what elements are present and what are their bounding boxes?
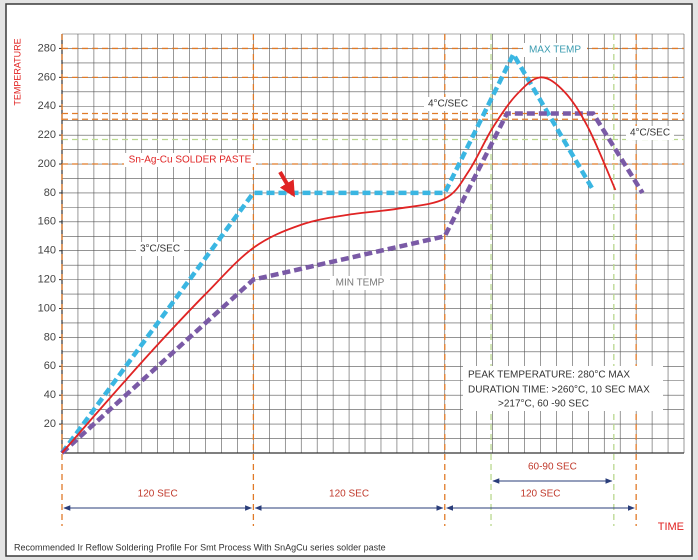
y-tick-label: 260 (38, 71, 56, 83)
label-bg (136, 242, 184, 256)
label-bg (626, 126, 674, 140)
y-tick-label: 220 (38, 129, 56, 141)
grid (59, 33, 685, 454)
x-axis-title: TIME (658, 521, 684, 533)
y-tick-label: 80 (44, 331, 56, 343)
span-label: 60-90 SEC (528, 462, 577, 473)
label-bg (523, 43, 587, 57)
series-line (60, 49, 596, 455)
annotation: 4°C/SEC (428, 99, 468, 110)
note-line: PEAK TEMPERATURE: 280°C MAX (468, 370, 630, 381)
y-tick-label: 60 (44, 360, 56, 372)
y-tick-label: 240 (38, 100, 56, 112)
note-line: >217°C, 60 -90 SEC (498, 399, 589, 410)
caption: Recommended Ir Reflow Soldering Profile … (14, 542, 386, 552)
annotation: 3°C/SEC (140, 244, 180, 255)
y-tick-label: 280 (38, 42, 56, 54)
note-box (463, 366, 663, 411)
y-tick-label: 100 (38, 302, 56, 314)
labels: 20 40 60 80 100 120 140 160 80 200 220 240 260 280 MAX… (12, 38, 684, 552)
y-tick-label: 160 (38, 216, 56, 228)
y-tick-label: 120 (38, 274, 56, 286)
series-line (60, 111, 645, 455)
series-line (61, 76, 617, 454)
note-line: DURATION TIME: >260°C, 10 SEC MAX (468, 385, 650, 396)
label-bg (124, 153, 256, 167)
reference-lines (61, 34, 684, 526)
y-axis-title: TEMPERATURE (12, 38, 22, 105)
series-label: Sn-Ag-Cu SOLDER PASTE (129, 155, 252, 166)
series (60, 49, 645, 455)
y-tick-label: 80 (44, 187, 56, 199)
series-label: MAX TEMP (529, 45, 581, 56)
y-tick-label: 40 (44, 389, 56, 401)
span-label: 120 SEC (138, 489, 178, 500)
pointer-arrow (278, 170, 295, 198)
label-bg (424, 97, 472, 111)
annotation: 4°C/SEC (630, 128, 670, 139)
span-label: 120 SEC (520, 489, 560, 500)
span-label: 120 SEC (329, 489, 369, 500)
y-tick-label: 200 (38, 158, 56, 170)
label-bg (330, 276, 390, 290)
y-tick-label: 140 (38, 245, 56, 257)
series-label: MIN TEMP (336, 278, 385, 289)
y-tick-label: 20 (44, 418, 56, 430)
